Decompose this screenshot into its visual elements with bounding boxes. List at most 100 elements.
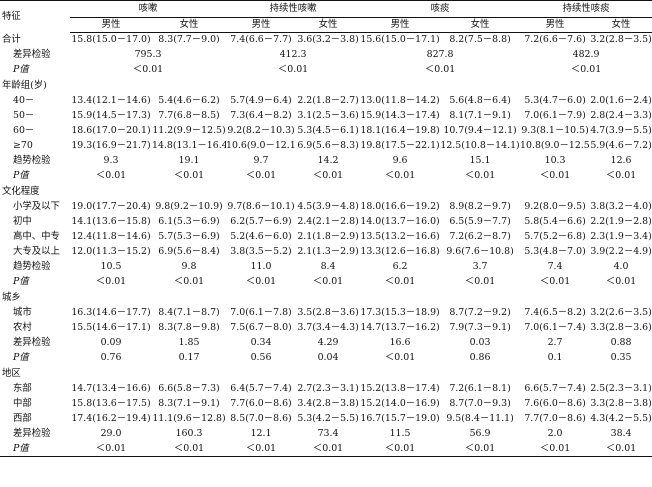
value-cell: 2.2(1.8－2.7)	[297, 95, 359, 106]
value-cell: 7.0(6.1－7.4)	[524, 322, 586, 333]
value-cell: 14.7(13.7－16.2)	[360, 322, 440, 333]
value-cell: 5.7(4.9－6.4)	[230, 95, 292, 106]
value-cell: 16.7(15.7－19.0)	[360, 413, 440, 424]
table-row: 城市 16.3(14.6－17.7) 8.4(7.1－8.7) 7.0(6.1－7.8…	[0, 306, 652, 321]
p-value-cell: ＜0.01	[245, 276, 277, 287]
value-cell: 8.9(8.2－9.7)	[449, 201, 511, 212]
value-cell: 6.4(5.7－7.4)	[230, 383, 292, 394]
table-header: 特征 咳嗽 持续性咳嗽 咳痰 持续性咳痰 男性 女性 男性 女性 男性 女性 男…	[0, 0, 652, 33]
p-value-cell: 0.04	[317, 352, 339, 363]
value-cell: 15.5(14.6－17.1)	[71, 322, 151, 333]
p-value-cell: 0.56	[250, 352, 272, 363]
value-cell: 19.0(17.7－20.4)	[71, 201, 151, 212]
value-cell: 9.3(8.1－10.5)	[521, 125, 589, 136]
value-cell: 7.5(6.7－8.0)	[230, 322, 292, 333]
value-cell: 3.3(2.8－3.6)	[590, 322, 652, 333]
value-cell: 3.7(3.4－4.3)	[297, 322, 359, 333]
stat-value-cell: 4.29	[317, 337, 339, 348]
value-cell: 14.1(13.6－15.8)	[71, 216, 151, 227]
stat-value-cell: 19.1	[178, 155, 200, 166]
value-cell: 7.6(6.0－8.6)	[524, 398, 586, 409]
value-cell: 9.8(9.2－10.9)	[155, 201, 223, 212]
value-cell: 14.0(13.7－16.0)	[360, 216, 440, 227]
stat-value-cell: 11.0	[250, 261, 272, 272]
row-label: 高中、中专	[13, 231, 60, 242]
table-row: 趋势检验 10.5 9.8 11.0 8.4 6.2 3.7 7.4 4.0	[0, 260, 652, 275]
table-row: 差异检验 29.0 160.3 12.1 73.4 11.5 56.9 2.0 38.4	[0, 427, 652, 442]
p-value-cell: ＜0.01	[384, 352, 416, 363]
value-cell: 5.6(4.8－6.4)	[449, 95, 511, 106]
value-cell: 9.7(8.6－10.1)	[227, 201, 295, 212]
value-cell: 7.3(6.4－8.2)	[230, 110, 292, 121]
p-value-cell: 0.17	[178, 352, 200, 363]
value-cell: 7.4(6.6－7.7)	[230, 34, 292, 46]
value-cell: 3.1(2.5－3.6)	[297, 110, 359, 121]
value-cell: 5.8(5.4－6.6)	[524, 216, 586, 227]
value-cell: 9.2(8.2－10.3)	[227, 125, 295, 136]
section-filler	[70, 366, 652, 382]
value-cell: 15.6(15.0－17.1)	[360, 34, 440, 46]
p-value-cell: ＜0.01	[384, 170, 416, 181]
sex-header-female: 女性	[296, 17, 361, 33]
p-value-cell: ＜0.01	[464, 276, 496, 287]
stat-value-cell: 0.34	[250, 337, 272, 348]
section-row: 文化程度	[0, 184, 652, 200]
section-row: 城乡	[0, 290, 652, 306]
row-label: 大专及以上	[13, 246, 60, 257]
stat-value-cell: 9.7	[253, 155, 269, 166]
section-row: 年龄组(岁)	[0, 78, 652, 94]
value-cell: 7.2(6.2－8.7)	[449, 231, 511, 242]
value-cell: 3.2(2.8－3.5)	[590, 34, 652, 46]
group-header-sputum: 咳痰	[360, 0, 521, 18]
row-label: 中部	[13, 398, 32, 409]
value-cell: 3.2(2.6－3.5)	[590, 307, 652, 318]
sex-header-male: 男性	[520, 17, 591, 33]
table-row: P值 ＜0.01 ＜0.01 ＜0.01 ＜0.01 ＜0.01 ＜0.01 ＜0.01 ＜0.…	[0, 441, 652, 457]
value-cell: 9.5(8.4－11.1)	[446, 413, 514, 424]
row-label: 初中	[13, 216, 32, 227]
value-cell: 12.0(11.3－15.2)	[71, 246, 151, 257]
value-cell: 8.1(7.1－9.1)	[449, 110, 511, 121]
value-cell: 15.9(14.3－17.4)	[360, 110, 440, 121]
value-cell: 6.5(5.9－7.7)	[449, 216, 511, 227]
p-value-cell: ＜0.01	[226, 441, 297, 457]
row-label: ≥70	[13, 140, 33, 151]
value-cell: 7.7(7.0－8.6)	[524, 413, 586, 424]
table-row: 60－ 18.6(17.0－20.1) 11.2(9.9－12.5) 9.2(8.2－…	[0, 124, 652, 139]
stat-value-cell: 827.8	[426, 49, 454, 60]
value-cell: 13.0(11.8－14.2)	[360, 95, 440, 106]
value-cell: 3.8(3.2－4.0)	[590, 201, 652, 212]
p-value-cell: ＜0.01	[360, 441, 441, 457]
value-cell: 8.3(7.7－9.0)	[158, 34, 220, 46]
stat-value-cell: 795.3	[134, 49, 162, 60]
stat-value-cell: 12.1	[250, 428, 272, 439]
value-cell: 2.8(2.4－3.3)	[590, 110, 652, 121]
value-cell: 5.9(4.6－7.2)	[590, 140, 652, 151]
table-row: P值 0.76 0.17 0.56 0.04 ＜0.01 0.86 0.1 0.35	[0, 351, 652, 366]
row-label: 小学及以下	[13, 201, 60, 212]
group-header-cough: 咳嗽	[70, 0, 227, 18]
p-value-cell: ＜0.01	[70, 441, 152, 457]
sex-header-male: 男性	[70, 17, 152, 33]
value-cell: 19.3(16.9－21.7)	[71, 140, 151, 151]
row-label: P值	[13, 352, 29, 363]
data-table: 特征 咳嗽 持续性咳嗽 咳痰 持续性咳痰 男性 女性 男性 女性 男性 女性 男…	[0, 0, 652, 457]
section-label: 地区	[2, 367, 21, 379]
value-cell: 5.2(4.6－6.0)	[230, 231, 292, 242]
section-filler	[70, 184, 652, 200]
section-label: 城乡	[2, 291, 21, 303]
p-value-cell: 0.35	[610, 352, 632, 363]
value-cell: 5.3(4.5－6.1)	[297, 125, 359, 136]
table-row: 初中 14.1(13.6－15.8) 6.1(5.3－6.9) 6.2(5.7－6.9…	[0, 215, 652, 230]
table-row: 高中、中专 12.4(11.8－14.6) 5.7(5.3－6.9) 5.2(4.6－…	[0, 230, 652, 245]
row-label: P值	[13, 64, 29, 75]
table-row: P值 ＜0.01 ＜0.01 ＜0.01 ＜0.01 ＜0.01 ＜0.01 ＜0.01 ＜0.…	[0, 275, 652, 290]
value-cell: 6.9(5.6－8.4)	[158, 246, 220, 257]
p-value-cell: ＜0.01	[424, 64, 456, 75]
value-cell: 4.5(3.9－4.8)	[297, 201, 359, 212]
row-label: 趋势检验	[13, 155, 51, 166]
table-row: 小学及以下 19.0(17.7－20.4) 9.8(9.2－10.9) 9.7(8.6…	[0, 200, 652, 215]
table-row: 差异检验 795.3 412.3 827.8 482.9	[0, 48, 652, 63]
value-cell: 11.1(9.6－12.8)	[152, 413, 226, 424]
value-cell: 6.9(5.6－8.3)	[297, 140, 359, 151]
